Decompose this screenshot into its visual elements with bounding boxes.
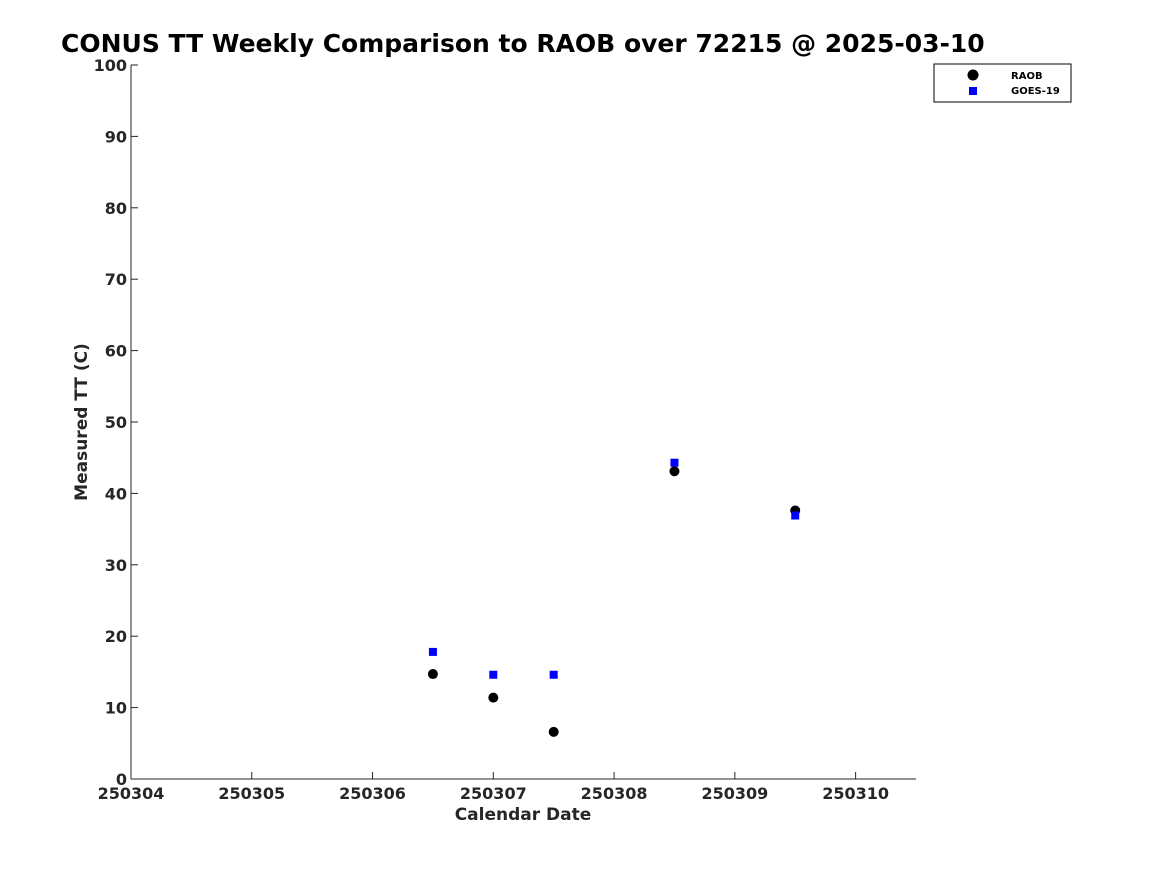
- point-raob: [427, 669, 438, 680]
- x-tick-label: 250310: [822, 784, 889, 803]
- y-axis-label: Measured TT (C): [72, 343, 92, 501]
- legend-marker-raob: [967, 69, 979, 81]
- chart-title: CONUS TT Weekly Comparison to RAOB over …: [61, 29, 985, 58]
- x-axis-ticks: 250304 250305 250306 250307 250308 250309 2503…: [98, 772, 889, 803]
- y-tick-label: 90: [105, 127, 127, 146]
- y-tick-label: 80: [105, 199, 127, 218]
- x-tick-label: 250304: [98, 784, 165, 803]
- y-tick-label: 60: [105, 342, 127, 361]
- data-points: [427, 458, 801, 737]
- y-tick-label: 50: [105, 413, 127, 432]
- point-raob: [669, 466, 680, 477]
- point-goes-19: [670, 458, 679, 467]
- point-goes-19: [549, 670, 558, 679]
- y-tick-label: 0: [116, 770, 127, 789]
- point-goes-19: [791, 511, 800, 520]
- y-tick-label: 30: [105, 556, 127, 575]
- y-tick-label: 40: [105, 484, 127, 503]
- x-tick-label: 250305: [218, 784, 285, 803]
- y-tick-label: 100: [94, 56, 127, 75]
- x-tick-label: 250306: [339, 784, 406, 803]
- point-goes-19: [489, 670, 498, 679]
- point-raob: [548, 726, 559, 737]
- x-tick-label: 250307: [460, 784, 527, 803]
- y-tick-label: 70: [105, 270, 127, 289]
- legend-box: [933, 63, 1072, 103]
- x-tick-label: 250308: [581, 784, 648, 803]
- legend-label-raob: RAOB: [1011, 71, 1043, 82]
- axes: [130, 65, 916, 780]
- legend: RAOB GOES-19: [933, 63, 1072, 103]
- y-tick-label: 20: [105, 627, 127, 646]
- legend-label-goes-19: GOES-19: [1011, 86, 1060, 97]
- x-axis-label: Calendar Date: [455, 805, 592, 825]
- legend-marker-goes-19: [969, 87, 977, 95]
- y-axis-ticks: 0 10 20 30 40 50 60 70 80 90 100: [94, 56, 138, 789]
- point-goes-19: [428, 647, 437, 656]
- point-raob: [488, 692, 499, 703]
- x-tick-label: 250309: [701, 784, 768, 803]
- y-tick-label: 10: [105, 699, 127, 718]
